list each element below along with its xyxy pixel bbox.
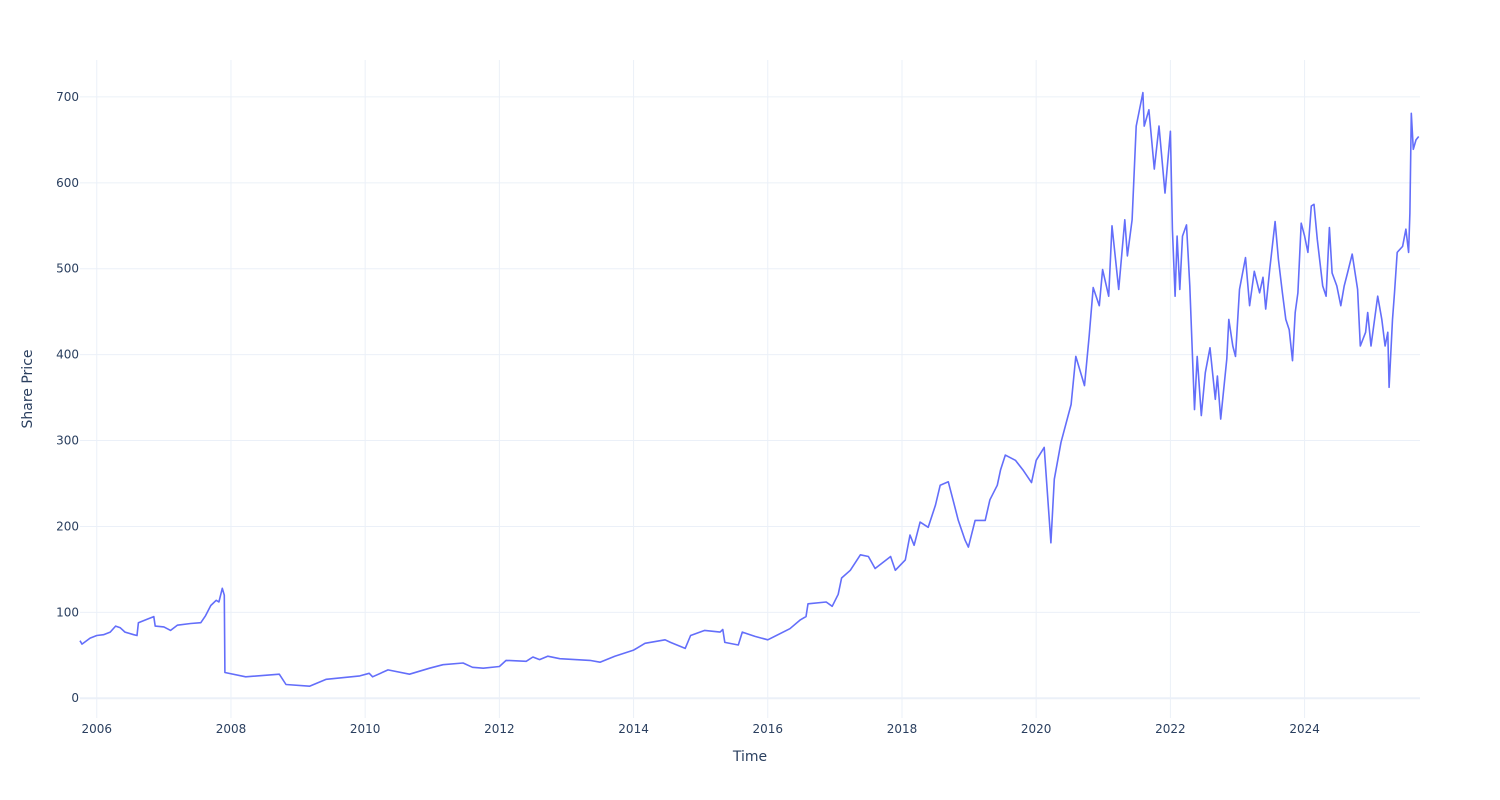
x-axis-ticks: 2006 2008 2010 2012 2014 2016 2018 2020 2022 2024 <box>82 722 1320 736</box>
y-tick-label: 0 <box>71 691 79 705</box>
x-tick-label: 2022 <box>1155 722 1186 736</box>
series-line-share-price <box>79 91 1420 688</box>
series-lines <box>79 91 1420 688</box>
x-tick-label: 2014 <box>618 722 649 736</box>
x-tick-label: 2024 <box>1289 722 1320 736</box>
x-tick-label: 2010 <box>350 722 381 736</box>
y-axis-ticks: 0 100 200 300 400 500 600 700 <box>56 90 79 705</box>
x-tick-label: 2018 <box>887 722 918 736</box>
x-axis-title: Time <box>732 749 767 765</box>
x-tick-label: 2008 <box>216 722 247 736</box>
y-tick-label: 200 <box>56 519 79 533</box>
x-tick-label: 2020 <box>1021 722 1052 736</box>
y-tick-label: 500 <box>56 262 79 276</box>
y-axis-title: Share Price <box>20 349 36 428</box>
y-tick-label: 300 <box>56 434 79 448</box>
y-tick-label: 100 <box>56 605 79 619</box>
plot-background <box>80 60 1420 718</box>
x-tick-label: 2012 <box>484 722 515 736</box>
y-tick-label: 400 <box>56 348 79 362</box>
x-tick-label: 2016 <box>753 722 784 736</box>
y-tick-label: 700 <box>56 90 79 104</box>
y-tick-label: 600 <box>56 176 79 190</box>
x-tick-label: 2006 <box>82 722 113 736</box>
